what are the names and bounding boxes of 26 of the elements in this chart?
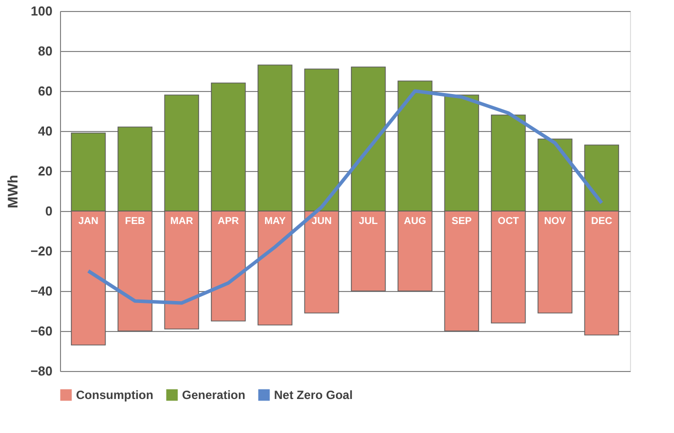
y-tick-label: 80 [38,44,52,58]
x-tick-label: AUG [404,216,426,227]
y-tick-label: 100 [30,4,52,18]
y-tick-label: 20 [38,164,52,178]
y-tick-label: 40 [38,124,52,138]
y-tick-label: −80 [30,364,52,378]
x-tick-label: DEC [591,216,612,227]
legend-label: Net Zero Goal [274,388,353,402]
x-tick-label: NOV [544,216,566,227]
x-tick-label: OCT [498,216,519,227]
legend-label: Generation [182,388,246,402]
y-tick-label: 60 [38,84,52,98]
legend-label: Consumption [76,388,154,402]
x-tick-label: MAR [170,216,194,227]
x-tick-label: SEP [452,216,472,227]
x-tick-label: JAN [78,216,98,227]
y-axis-title: MWh [4,174,20,208]
y-tick-label: −20 [30,244,52,258]
x-tick-label: FEB [125,216,145,227]
y-tick-label: −60 [30,324,52,338]
y-tick-label: 0 [45,204,52,218]
x-tick-label: APR [218,216,240,227]
x-tick-label: JUN [312,216,332,227]
y-tick-label: −40 [30,284,52,298]
x-tick-label: JUL [358,216,378,227]
x-tick-label: MAY [264,216,286,227]
